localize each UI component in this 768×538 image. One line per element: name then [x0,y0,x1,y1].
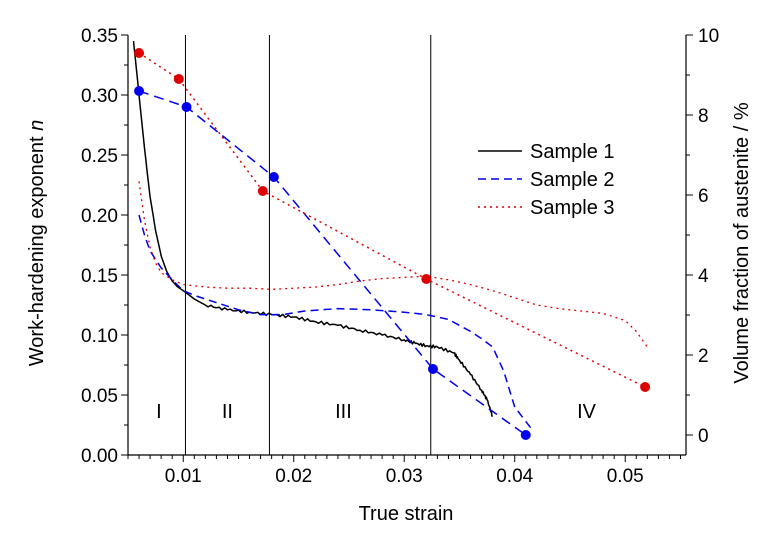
left-y-tick-label-4: 0.15 [81,266,118,287]
legend-label-2: Sample 2 [530,169,615,191]
right-y-tick-label-6: 10 [698,26,719,47]
left-y-tick-label-5: 0.20 [81,206,118,227]
x-tick-label-4: 0.04 [496,466,533,487]
legend-label-3: Sample 3 [530,197,615,219]
x-tick-label-1: 0.01 [165,466,202,487]
legend-label-1: Sample 1 [530,141,615,163]
austenite-point-sample-3-2 [173,74,184,84]
austenite-point-sample-2-3 [268,172,279,182]
austenite-point-sample-3-3 [257,186,268,196]
x-tick-label-2: 0.02 [275,466,312,487]
right-y-tick-label-5: 8 [698,106,709,127]
right-y-tick-label-1: 0 [698,426,709,447]
right-y-tick-label-2: 2 [698,346,709,367]
n-curve-sample-3 [138,181,648,348]
austenite-point-sample-2-5 [520,430,531,440]
left-y-tick-label-2: 0.05 [81,386,118,407]
left-y-tick-label-8: 0.35 [81,26,118,47]
x-tick-label-3: 0.03 [386,466,423,487]
austenite-point-sample-3-4 [421,274,432,284]
legend: Sample 1 Sample 2 Sample 3 [478,141,615,219]
left-y-axis-title-prefix: Work-hardening exponent [26,131,48,366]
plot-area [128,35,686,455]
right-y-tick-label-3: 4 [698,266,709,287]
plot-background [128,35,686,455]
n-curve-sample-1 [132,40,494,418]
tick-marks [121,34,693,462]
region-labels: I II III IV [156,401,597,423]
left-y-tick-label-7: 0.30 [81,86,118,107]
region-label-4: IV [577,401,597,423]
austenite-point-sample-2-2 [181,102,192,112]
austenite-point-sample-3-5 [640,382,651,392]
left-y-axis-title: Work-hardening exponent n [26,120,48,366]
austenite-point-sample-2-4 [427,364,438,374]
left-y-axis-title-symbol: n [26,120,48,131]
region-label-3: III [335,401,352,423]
n-curve-sample-2 [138,214,532,430]
left-y-tick-label-3: 0.10 [81,326,118,347]
left-y-tick-label-1: 0.00 [81,446,118,467]
austenite-point-sample-2-1 [134,86,145,96]
data-markers [134,48,651,440]
left-y-tick-label-6: 0.25 [81,146,118,167]
x-tick-label-5: 0.05 [607,466,644,487]
region-label-1: I [156,401,162,423]
right-y-axis-title: Volume fraction of austenite / % [731,102,753,383]
region-label-2: II [222,401,233,423]
austenite-point-sample-3-1 [134,48,145,58]
x-axis-title: True strain [359,503,454,525]
tick-labels: 0.01 0.02 0.03 0.04 0.05 0.00 0.05 0.10 0.15 0.20… [81,26,719,487]
right-y-tick-label-4: 6 [698,186,709,207]
